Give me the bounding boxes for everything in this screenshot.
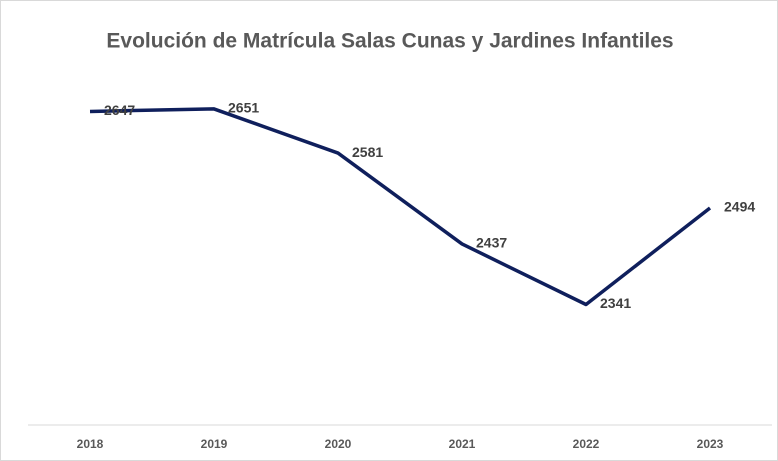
- data-label: 2651: [228, 100, 259, 116]
- line: [89, 107, 712, 307]
- x-tick-label: 2019: [201, 437, 228, 451]
- x-tick-label: 2020: [325, 437, 352, 451]
- x-tick-label: 2023: [697, 437, 724, 451]
- x-tick-label: 2021: [449, 437, 476, 451]
- data-label: 2494: [724, 199, 755, 215]
- data-label: 2647: [104, 102, 135, 118]
- x-tick-label: 2018: [77, 437, 104, 451]
- data-label: 2581: [352, 144, 383, 160]
- data-label: 2437: [476, 235, 507, 251]
- x-tick-label: 2022: [573, 437, 600, 451]
- data-label: 2341: [600, 295, 631, 311]
- chart-title: Evolución de Matrícula Salas Cunas y Jar…: [106, 30, 673, 53]
